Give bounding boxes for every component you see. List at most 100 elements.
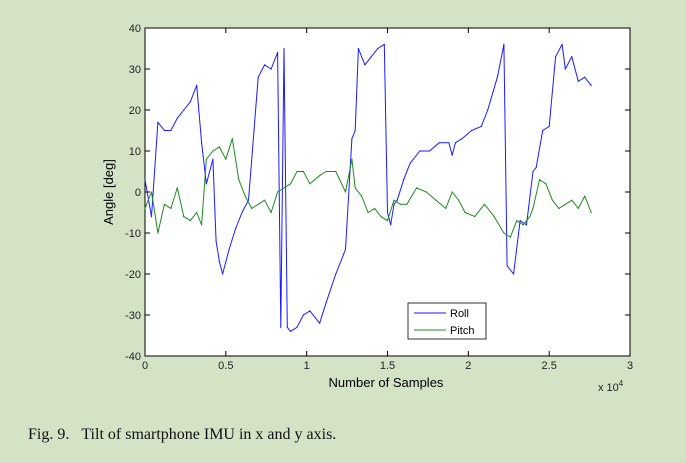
legend-label-roll: Roll	[450, 308, 469, 320]
data-point-pitch	[399, 203, 401, 205]
legend-label-pitch: Pitch	[450, 325, 474, 337]
data-point-roll	[555, 56, 557, 58]
data-point-roll	[222, 273, 224, 275]
data-point-roll	[577, 80, 579, 82]
data-point-roll	[428, 150, 431, 152]
data-point-pitch	[335, 170, 337, 173]
data-point-pitch	[354, 187, 356, 189]
data-point-roll	[215, 240, 217, 242]
data-point-pitch	[218, 146, 220, 148]
axis-ticks: 0 0.5 1 1.5 2 2.5 3 -40 -30 -20 -10 0 10 20 30 40	[125, 23, 633, 372]
data-point-pitch	[196, 211, 198, 214]
data-point-pitch	[577, 207, 579, 209]
data-point-roll	[525, 224, 528, 226]
data-point-roll	[289, 330, 292, 332]
figure-number: Fig. 9.	[28, 426, 70, 443]
data-point-pitch	[425, 191, 427, 193]
data-point-roll	[461, 138, 463, 140]
data-point-pitch	[380, 216, 382, 218]
y-tick-label: 0	[135, 187, 141, 199]
data-point-pitch	[558, 207, 560, 209]
data-point-pitch	[244, 195, 246, 197]
data-point-pitch	[296, 170, 298, 173]
data-point-roll	[506, 265, 508, 267]
data-point-pitch	[464, 211, 466, 214]
data-point-roll	[354, 129, 356, 132]
data-point-pitch	[532, 207, 534, 209]
data-point-pitch	[176, 187, 178, 189]
y-tick-label: 30	[129, 64, 141, 76]
x-tick-label: 2.5	[542, 360, 557, 372]
data-point-pitch	[238, 179, 240, 181]
data-point-roll	[201, 142, 203, 144]
data-point-roll	[205, 183, 207, 185]
x-axis-label: Number of Samples	[329, 375, 444, 390]
data-point-pitch	[458, 199, 460, 201]
figure-caption: Fig. 9. Tilt of smartphone IMU in x and y…	[28, 426, 336, 444]
data-point-roll	[364, 64, 366, 66]
data-point-pitch	[344, 191, 347, 193]
x-multiplier-base: x 10	[598, 382, 619, 394]
y-tick-label: -20	[125, 269, 141, 281]
data-point-roll	[519, 220, 521, 222]
data-point-pitch	[406, 203, 408, 205]
data-point-pitch	[416, 187, 418, 189]
data-point-roll	[257, 76, 259, 78]
x-tick-label: 3	[627, 360, 633, 372]
data-point-roll	[344, 248, 347, 250]
data-point-roll	[264, 64, 266, 66]
data-point-roll	[176, 117, 178, 119]
data-point-roll	[542, 129, 544, 132]
data-point-roll	[234, 228, 237, 230]
data-point-pitch	[374, 207, 376, 209]
data-point-roll	[270, 68, 272, 70]
data-point-roll	[535, 166, 537, 168]
data-point-roll	[196, 84, 198, 86]
data-point-pitch	[277, 191, 279, 193]
data-point-roll	[319, 322, 321, 324]
y-tick-label: -30	[125, 310, 141, 322]
y-tick-label: 10	[129, 146, 141, 158]
data-point-roll	[189, 101, 191, 103]
data-point-roll	[183, 109, 185, 111]
data-point-pitch	[361, 195, 363, 197]
data-point-roll	[302, 314, 304, 316]
data-point-roll	[390, 224, 392, 226]
data-point-roll	[584, 76, 586, 78]
data-point-roll	[513, 273, 515, 275]
data-point-pitch	[225, 158, 227, 160]
data-point-roll	[157, 121, 159, 123]
data-point-pitch	[170, 207, 172, 209]
data-point-pitch	[386, 220, 389, 222]
data-point-roll	[496, 76, 498, 78]
data-point-roll	[419, 150, 421, 152]
data-point-pitch	[571, 199, 573, 201]
data-point-roll	[409, 162, 411, 164]
data-point-pitch	[503, 232, 505, 234]
data-point-pitch	[183, 216, 185, 218]
data-point-pitch	[264, 199, 266, 201]
data-point-roll	[564, 68, 566, 70]
data-point-roll	[218, 261, 220, 263]
data-point-pitch	[144, 207, 146, 209]
series-line-pitch	[144, 138, 592, 238]
data-point-roll	[280, 326, 282, 328]
data-point-roll	[144, 179, 146, 181]
data-point-pitch	[189, 220, 191, 222]
data-point-roll	[325, 302, 327, 304]
data-point-pitch	[451, 191, 453, 193]
data-point-pitch	[445, 207, 447, 209]
data-point-roll	[277, 52, 279, 54]
data-point-roll	[503, 43, 505, 46]
data-point-pitch	[319, 175, 321, 177]
data-point-roll	[309, 310, 311, 312]
data-point-roll	[471, 129, 473, 132]
data-point-roll	[438, 142, 440, 144]
x-tick-label: 2	[465, 360, 471, 372]
data-point-pitch	[522, 224, 524, 226]
data-point-roll	[247, 199, 250, 201]
data-point-roll	[351, 138, 353, 140]
legend: Roll Pitch	[407, 302, 487, 340]
data-point-roll	[532, 170, 534, 173]
data-point-roll	[454, 142, 456, 144]
